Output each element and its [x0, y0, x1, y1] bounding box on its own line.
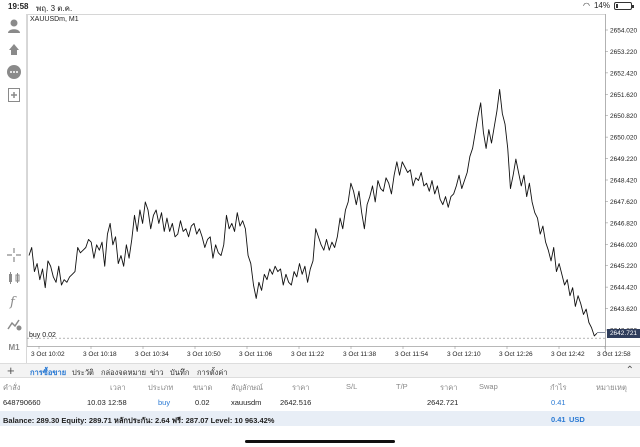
col-swap: Swap [479, 382, 498, 391]
table-row[interactable]: 648790660 10.03 12:58 buy 0.02 xauusdm 2… [0, 395, 640, 410]
col-profit: กำไร [550, 383, 567, 392]
price-tick-label: 2647.620 [610, 199, 637, 206]
buy-line-label: buy 0.02 [29, 332, 56, 339]
time-tick-label: 3 Oct 10:18 [83, 351, 117, 358]
chat-icon[interactable] [6, 64, 22, 80]
new-order-icon[interactable] [6, 87, 22, 103]
price-tick-label: 2651.620 [610, 92, 637, 99]
status-right: ◠ 14% [583, 1, 634, 10]
wifi-icon: ◠ [583, 1, 590, 10]
col-type: ประเภท [148, 383, 174, 392]
chart-frame [27, 14, 606, 347]
order-open-price: 2642.516 [280, 398, 312, 407]
col-note: หมายเหตุ [596, 383, 627, 392]
price-tick-label: 2649.220 [610, 156, 637, 163]
price-tick-label: 2653.220 [610, 49, 637, 56]
summary-currency: USD [569, 415, 585, 424]
status-time: 19:58 [8, 2, 29, 11]
chart-symbol-label: XAUUSDm, M1 [30, 16, 79, 23]
timeframe-m1[interactable]: M1 [8, 343, 20, 352]
tab-news[interactable]: ข่าว [150, 368, 164, 377]
price-tick-label: 2643.620 [610, 306, 637, 313]
battery-icon [614, 1, 634, 10]
summary-profit: 0.41 [551, 415, 566, 424]
time-tick-label: 3 Oct 12:26 [499, 351, 533, 358]
time-tick-label: 3 Oct 12:58 [597, 351, 631, 358]
time-tick-label: 3 Oct 10:50 [187, 351, 221, 358]
order-current-price: 2642.721 [427, 398, 459, 407]
price-tick-label: 2646.820 [610, 220, 637, 227]
chart-canvas[interactable]: 2654.020 2653.220 2652.420 2651.620 2650.820… [27, 14, 640, 363]
tab-journal[interactable]: บันทึก [170, 368, 190, 377]
time-tick-label: 3 Oct 11:38 [343, 351, 377, 358]
home-indicator [245, 440, 395, 443]
account-icon[interactable] [6, 18, 22, 34]
order-type: buy [158, 398, 171, 407]
col-sl: S/L [346, 382, 358, 391]
price-chart[interactable]: 2654.020 2653.220 2652.420 2651.620 2650.820… [27, 14, 640, 363]
price-tick-label: 2650.020 [610, 135, 637, 142]
order-time: 10.03 12:58 [87, 398, 127, 407]
price-tick-label: 2646.020 [610, 242, 637, 249]
col-current-price: ราคา [440, 383, 458, 392]
crosshair-icon[interactable] [6, 247, 22, 263]
price-tick-label: 2650.820 [610, 113, 637, 120]
bottom-area [0, 426, 640, 447]
battery-fill [616, 3, 618, 8]
price-tick-label: 2648.420 [610, 178, 637, 185]
col-open-price: ราคา [292, 383, 310, 392]
status-bar: 19:58 พฤ. 3 ต.ค. ◠ 14% [0, 0, 640, 14]
time-tick-label: 3 Oct 11:22 [291, 351, 325, 358]
price-series-line [28, 89, 598, 337]
price-tick-label: 2645.220 [610, 263, 637, 270]
candles-icon[interactable] [6, 270, 22, 286]
status-date: พฤ. 3 ต.ค. [36, 4, 73, 13]
time-tick-label: 3 Oct 12:10 [447, 351, 481, 358]
tab-mailbox[interactable]: กล่องจดหมาย [101, 368, 147, 377]
price-tick-label: 2654.020 [610, 28, 637, 35]
time-tick-label: 3 Oct 11:06 [239, 351, 273, 358]
col-tp: T/P [396, 382, 408, 391]
left-toolbar: f M1 [0, 14, 27, 363]
account-summary-text: Balance: 289.30 Equity: 289.71 หลักประกั… [3, 416, 275, 425]
price-tick-label: 2652.420 [610, 70, 637, 77]
col-order: คำสั่ง [3, 383, 21, 392]
trade-arrows-icon[interactable] [6, 41, 22, 57]
time-tick-label: 3 Oct 10:02 [31, 351, 65, 358]
function-icon[interactable]: f [6, 293, 22, 309]
account-summary: Balance: 289.30 Equity: 289.71 หลักประกั… [0, 411, 640, 426]
current-price-box: 2642.721 [607, 329, 640, 338]
add-icon[interactable]: + [7, 363, 15, 378]
order-profit: 0.41 [551, 398, 566, 407]
terminal-tabs: + การซื้อขาย ประวัติ กล่องจดหมาย ข่าว บั… [0, 363, 640, 378]
time-tick-label: 3 Oct 11:54 [395, 351, 429, 358]
order-size: 0.02 [195, 398, 210, 407]
table-header: คำสั่ง เวลา ประเภท ขนาด สัญลักษณ์ ราคา S… [0, 379, 640, 392]
tab-history[interactable]: ประวัติ [72, 368, 94, 377]
battery-percent: 14% [593, 1, 610, 10]
objects-icon[interactable] [6, 316, 22, 332]
time-tick-label: 3 Oct 12:42 [551, 351, 585, 358]
tab-trade[interactable]: การซื้อขาย [30, 368, 67, 377]
chevron-up-icon[interactable]: ⌃ [625, 365, 634, 376]
price-tick-label: 2644.420 [610, 285, 637, 292]
order-symbol: xauusdm [231, 398, 262, 407]
col-symbol: สัญลักษณ์ [231, 383, 264, 392]
svg-text:f: f [9, 295, 17, 309]
time-tick-label: 3 Oct 10:34 [135, 351, 169, 358]
tab-settings[interactable]: การตั้งค่า [197, 368, 228, 377]
order-id: 648790660 [3, 398, 41, 407]
col-time: เวลา [110, 383, 126, 392]
col-size: ขนาด [193, 383, 213, 392]
